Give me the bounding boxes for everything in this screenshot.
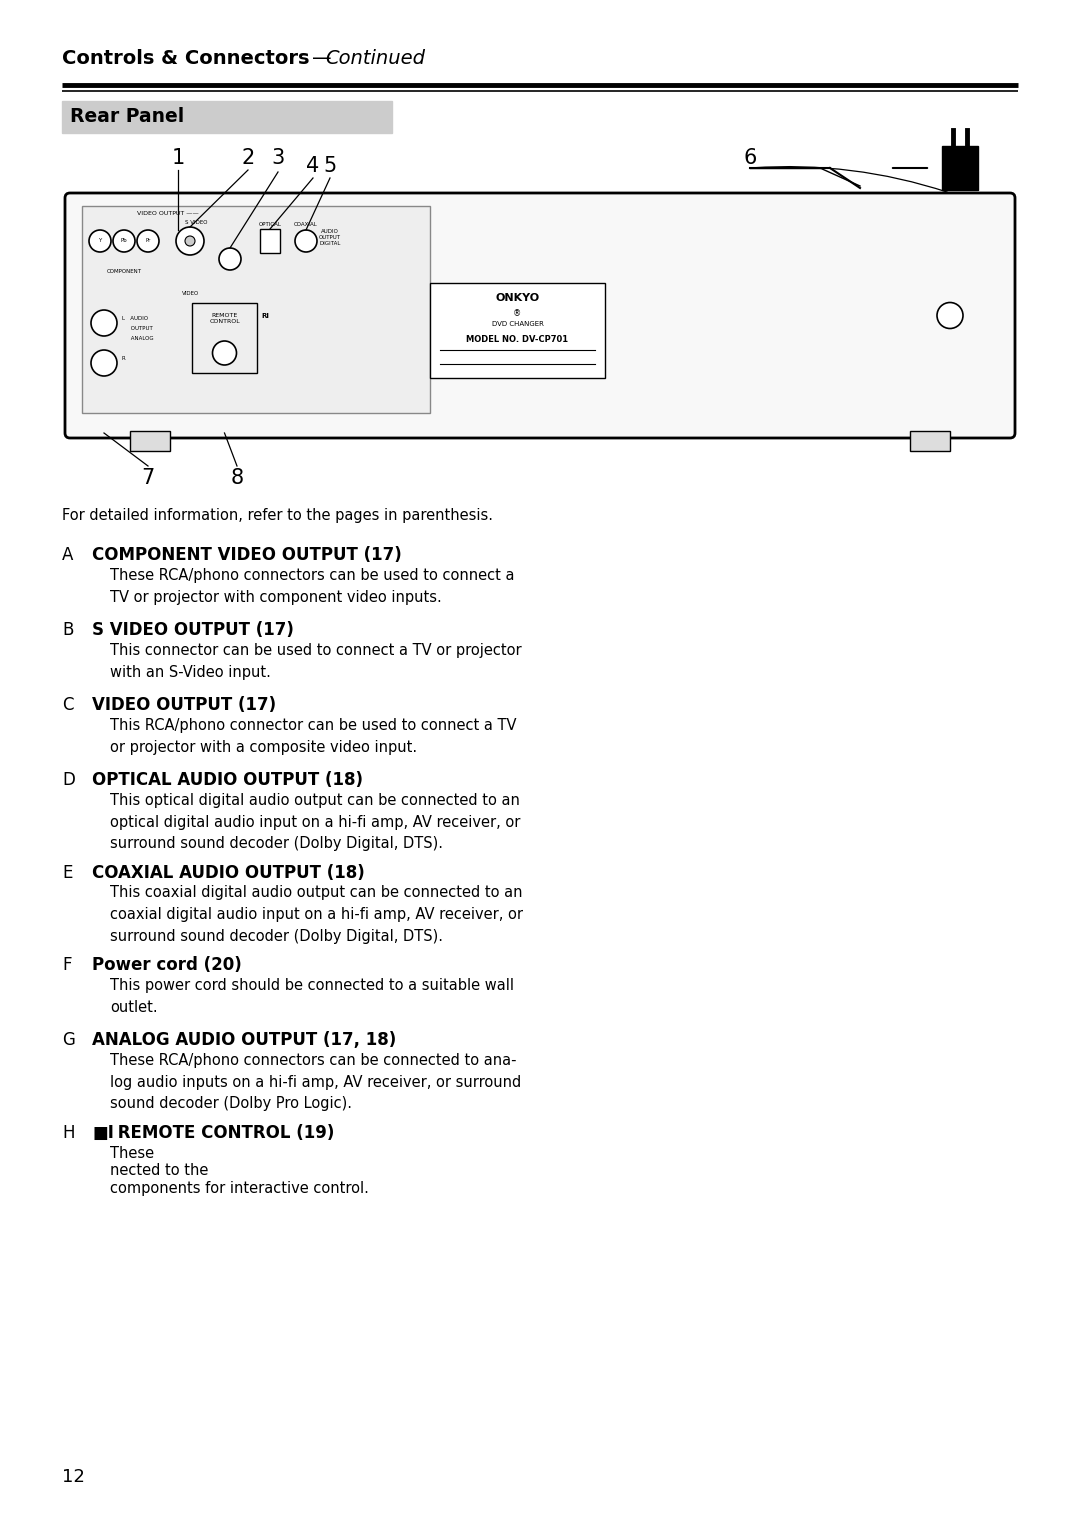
Text: Pr: Pr [146,238,151,243]
Circle shape [219,248,241,270]
Text: Rear Panel: Rear Panel [70,107,185,127]
Text: 6: 6 [743,148,757,168]
Text: These: These [110,1146,159,1160]
Circle shape [937,303,963,329]
Circle shape [91,350,117,376]
Text: D: D [62,772,75,788]
Bar [430,283,605,377]
Text: RI: RI [261,313,269,319]
Text: Pb: Pb [121,238,127,243]
Text: 3: 3 [271,148,285,168]
Text: This optical digital audio output can be connected to an
optical digital audio i: This optical digital audio output can be… [110,793,521,851]
Text: nected to the: nected to the [110,1163,213,1178]
Text: This RCA/phono connector can be used to connect a TV
or projector with a composi: This RCA/phono connector can be used to … [110,718,516,755]
Text: 8: 8 [230,468,244,487]
Text: Power cord (20): Power cord (20) [92,957,242,973]
Text: COMPONENT VIDEO OUTPUT (17): COMPONENT VIDEO OUTPUT (17) [92,545,402,564]
Text: This connector can be used to connect a TV or projector
with an S-Video input.: This connector can be used to connect a … [110,643,522,680]
Text: VIDEO OUTPUT ——: VIDEO OUTPUT —— [137,211,199,215]
Circle shape [91,310,117,336]
Text: S VIDEO: S VIDEO [185,220,207,225]
Circle shape [89,231,111,252]
Bar [82,206,430,413]
Text: This coaxial digital audio output can be connected to an
coaxial digital audio i: This coaxial digital audio output can be… [110,886,523,944]
Bar [62,101,392,133]
Text: These RCA/phono connectors can be connected to ana-
log audio inputs on a hi-fi : These RCA/phono connectors can be connec… [110,1053,522,1111]
Text: These RCA/phono connectors can be used to connect a
TV or projector with compone: These RCA/phono connectors can be used t… [110,568,514,605]
Text: Y: Y [98,238,102,243]
Text: COMPONENT: COMPONENT [107,269,141,274]
Text: VIDEO: VIDEO [183,290,199,296]
Text: S VIDEO OUTPUT (17): S VIDEO OUTPUT (17) [92,620,294,639]
Text: E: E [62,863,72,882]
Text: This power cord should be connected to a suitable wall
outlet.: This power cord should be connected to a… [110,978,514,1015]
Text: 12: 12 [62,1468,85,1487]
Text: —: — [312,49,332,69]
Text: L   AUDIO: L AUDIO [122,316,148,321]
Text: For detailed information, refer to the pages in parenthesis.: For detailed information, refer to the p… [62,507,492,523]
Text: H: H [62,1123,75,1141]
Text: A: A [62,545,73,564]
Text: ANALOG AUDIO OUTPUT (17, 18): ANALOG AUDIO OUTPUT (17, 18) [92,1031,396,1050]
Text: components for interactive control.: components for interactive control. [110,1181,369,1195]
Text: REMOTE CONTROL (19): REMOTE CONTROL (19) [112,1123,335,1141]
Text: COAXIAL AUDIO OUTPUT (18): COAXIAL AUDIO OUTPUT (18) [92,863,365,882]
Text: 2: 2 [241,148,255,168]
Circle shape [113,231,135,252]
Text: 4: 4 [307,156,320,176]
Text: F: F [62,957,71,973]
Text: R: R [122,356,125,362]
Text: C: C [62,695,73,714]
Circle shape [137,231,159,252]
Text: ®: ® [513,309,522,318]
Text: OUTPUT: OUTPUT [122,327,152,332]
Text: G: G [62,1031,75,1050]
Text: 5: 5 [323,156,337,176]
Text: MODEL NO. DV-CP701: MODEL NO. DV-CP701 [467,335,568,344]
Text: OPTICAL: OPTICAL [258,222,282,228]
Circle shape [295,231,318,252]
Bar [910,431,950,451]
Text: Controls & Connectors: Controls & Connectors [62,49,310,69]
Text: ONKYO: ONKYO [496,293,540,303]
Text: ANALOG: ANALOG [122,336,153,341]
Text: B: B [62,620,73,639]
Text: Continued: Continued [325,49,426,69]
Bar [260,229,280,254]
Text: ■Ι: ■Ι [92,1123,113,1141]
Bar [130,431,170,451]
Circle shape [213,341,237,365]
Text: AUDIO
OUTPUT
DIGITAL: AUDIO OUTPUT DIGITAL [319,229,341,246]
Bar [192,303,257,373]
Text: COAXIAL: COAXIAL [294,222,318,228]
Bar [942,147,978,189]
Text: 7: 7 [141,468,154,487]
Text: DVD CHANGER: DVD CHANGER [491,321,543,327]
Text: REMOTE
CONTROL: REMOTE CONTROL [210,313,240,324]
FancyBboxPatch shape [65,193,1015,439]
Text: OPTICAL AUDIO OUTPUT (18): OPTICAL AUDIO OUTPUT (18) [92,772,363,788]
Text: VIDEO OUTPUT (17): VIDEO OUTPUT (17) [92,695,276,714]
Circle shape [176,228,204,255]
Circle shape [185,235,195,246]
Text: 1: 1 [172,148,185,168]
